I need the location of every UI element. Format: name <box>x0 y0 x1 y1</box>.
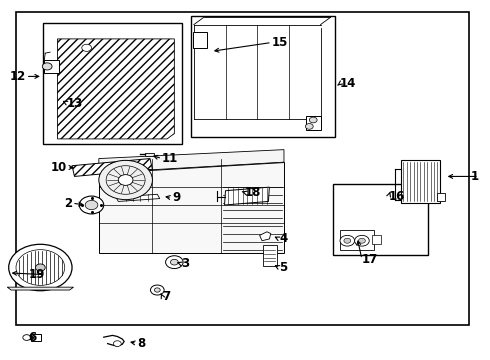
Bar <box>438 193 445 202</box>
Circle shape <box>166 256 183 269</box>
Circle shape <box>355 235 369 246</box>
Polygon shape <box>99 162 284 253</box>
Bar <box>333 184 428 255</box>
Text: 16: 16 <box>389 190 405 203</box>
Text: 17: 17 <box>362 253 378 266</box>
Circle shape <box>114 341 121 346</box>
Circle shape <box>35 264 45 271</box>
Polygon shape <box>224 187 270 205</box>
Text: 11: 11 <box>162 152 178 165</box>
Text: 13: 13 <box>67 97 83 110</box>
Circle shape <box>340 235 355 246</box>
Polygon shape <box>72 158 152 176</box>
Circle shape <box>150 285 164 295</box>
Circle shape <box>309 117 317 123</box>
Circle shape <box>154 288 160 292</box>
Text: 14: 14 <box>340 77 356 90</box>
Bar <box>193 32 207 48</box>
Text: 15: 15 <box>272 36 288 49</box>
Circle shape <box>9 244 72 291</box>
Text: 1: 1 <box>471 170 479 183</box>
Bar <box>263 245 277 266</box>
Polygon shape <box>99 150 284 173</box>
Text: 5: 5 <box>279 261 287 274</box>
Bar <box>44 60 59 73</box>
Text: 3: 3 <box>182 257 190 270</box>
Circle shape <box>99 160 152 200</box>
Text: 8: 8 <box>137 337 145 350</box>
Circle shape <box>344 238 351 243</box>
Text: 9: 9 <box>172 192 180 204</box>
Polygon shape <box>57 39 174 139</box>
Bar <box>372 235 381 244</box>
Polygon shape <box>7 287 74 290</box>
Text: 10: 10 <box>51 161 67 174</box>
Bar <box>30 334 41 341</box>
Text: 2: 2 <box>64 197 72 210</box>
Bar <box>401 160 440 203</box>
Circle shape <box>79 196 104 214</box>
Bar <box>306 116 320 130</box>
Bar <box>340 230 374 249</box>
Bar <box>192 16 335 137</box>
Bar <box>145 153 154 156</box>
Circle shape <box>359 238 366 243</box>
Text: 6: 6 <box>28 332 36 345</box>
Circle shape <box>42 63 52 70</box>
Bar <box>16 12 469 325</box>
Circle shape <box>23 335 30 341</box>
Text: 7: 7 <box>162 289 171 303</box>
Circle shape <box>118 175 133 185</box>
Circle shape <box>85 201 98 210</box>
Circle shape <box>82 44 92 51</box>
Bar <box>43 23 182 144</box>
Text: 12: 12 <box>9 70 26 83</box>
Circle shape <box>305 123 313 129</box>
Text: 4: 4 <box>279 233 287 246</box>
Text: 18: 18 <box>245 186 261 199</box>
Polygon shape <box>260 232 271 241</box>
Polygon shape <box>116 194 160 202</box>
Circle shape <box>171 259 178 265</box>
Text: 19: 19 <box>29 268 45 281</box>
